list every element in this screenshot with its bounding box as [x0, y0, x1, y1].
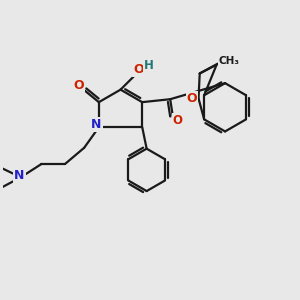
Text: O: O: [74, 80, 85, 92]
Text: O: O: [133, 62, 143, 76]
Text: N: N: [91, 118, 102, 131]
Text: H: H: [144, 59, 154, 72]
Text: N: N: [14, 169, 25, 182]
Text: CH₃: CH₃: [219, 56, 240, 66]
Text: O: O: [172, 114, 183, 127]
Text: O: O: [187, 92, 197, 105]
